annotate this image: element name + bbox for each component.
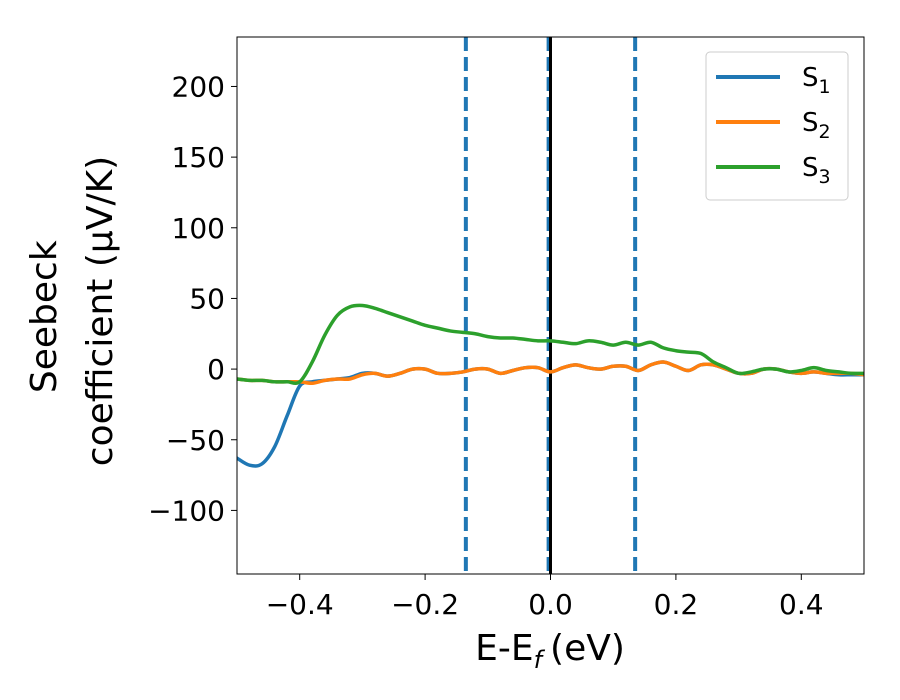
x-tick-label: −0.2 <box>391 588 459 621</box>
y-tick-label: −100 <box>148 494 225 527</box>
legend-label-s3: S3 <box>802 153 831 188</box>
x-axis-label-unit: (eV) <box>550 628 625 669</box>
y-axis-label: Seebeck coefficient (μV/K) <box>24 156 121 466</box>
plot-frame <box>236 36 865 575</box>
reference-lines <box>463 37 638 574</box>
y-tick-label: 100 <box>172 212 225 245</box>
y-tick-label: −50 <box>166 424 225 457</box>
series-lines <box>237 303 864 468</box>
x-axis-label-main: E-E <box>475 628 533 669</box>
y-axis-label-line1: Seebeck <box>24 240 65 393</box>
axis-ticks: −0.4 −0.2 0.0 0.2 0.4 −100 −50 0 50 100 150 200 <box>148 70 823 621</box>
legend-label-s2: S2 <box>802 108 831 143</box>
y-tick-label: 50 <box>189 282 225 315</box>
legend-label-s1: S1 <box>802 63 831 98</box>
legend-items: S1 S2 S3 <box>716 63 831 188</box>
plot-area <box>237 37 864 574</box>
legend-box <box>705 51 849 201</box>
y-tick-label: 200 <box>172 70 225 103</box>
x-tick-label: 0.4 <box>779 588 824 621</box>
series-line-s3 <box>237 303 864 386</box>
x-tick-label: −0.4 <box>266 588 334 621</box>
y-axis-label-line2: coefficient (μV/K) <box>80 156 121 466</box>
x-axis-label: E-Ef (eV) <box>475 628 625 674</box>
y-tick-label: 0 <box>207 353 225 386</box>
legend: S1 S2 S3 <box>705 51 849 201</box>
x-tick-label: 0.2 <box>654 588 699 621</box>
x-tick-label: 0.0 <box>528 588 573 621</box>
y-tick-label: 150 <box>172 141 225 174</box>
